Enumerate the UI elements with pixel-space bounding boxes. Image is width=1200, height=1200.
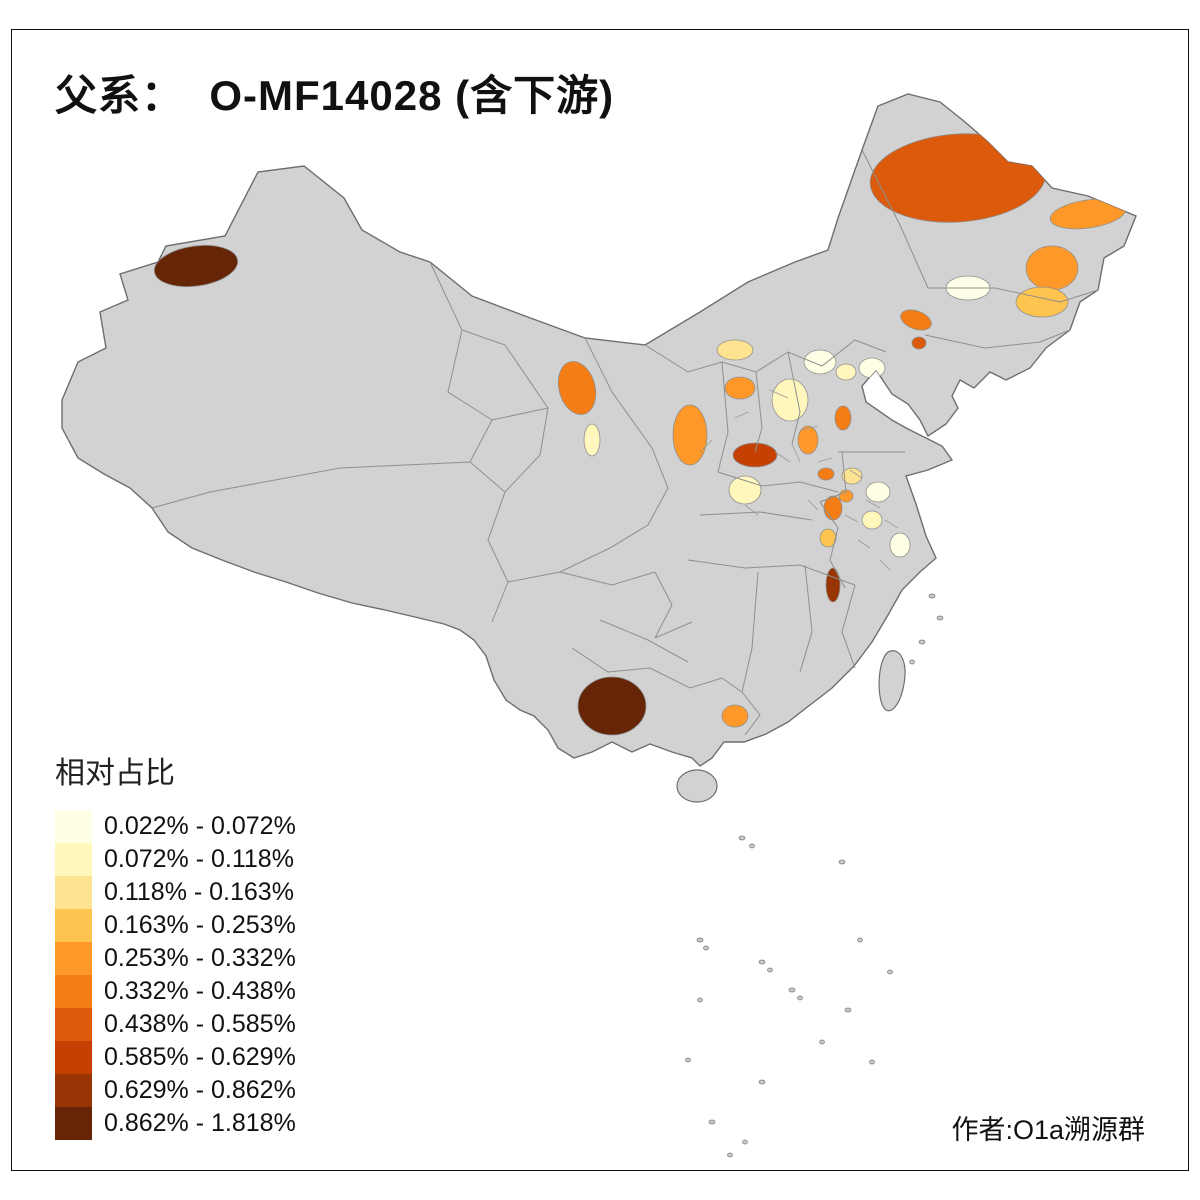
- hainan-island: [676, 769, 718, 803]
- legend-label: 0.163% - 0.253%: [104, 911, 296, 939]
- map-region-jilin-lower: [1015, 286, 1069, 318]
- legend-swatch: [55, 1041, 92, 1074]
- legend: 相对占比 0.022% - 0.072% 0.072% - 0.118% 0.118…: [55, 748, 296, 1140]
- map-region-jiangsu-orange-dot: [817, 467, 835, 481]
- province-borders: [151, 149, 1099, 736]
- map-region-yunnan-dark: [577, 676, 647, 736]
- legend-label: 0.253% - 0.332%: [104, 944, 296, 972]
- legend-row: 0.163% - 0.253%: [55, 909, 296, 942]
- legend-swatch: [55, 975, 92, 1008]
- legend-swatch: [55, 1074, 92, 1107]
- attribution: 作者:O1a溯源群: [951, 1115, 1145, 1145]
- map-region-hebei-orange-small: [834, 405, 852, 431]
- taiwan-island: [878, 650, 906, 712]
- map-region-liaoning-dot: [911, 336, 927, 350]
- legend-swatch: [55, 876, 92, 909]
- legend-label: 0.862% - 1.818%: [104, 1109, 296, 1137]
- legend-row: 0.862% - 1.818%: [55, 1107, 296, 1140]
- map-region-tianjin-pale: [835, 363, 857, 381]
- legend-row: 0.438% - 0.585%: [55, 1008, 296, 1041]
- map-region-jilin-upper: [1025, 245, 1079, 291]
- map-region-gansu-tail: [583, 423, 601, 457]
- legend-swatch: [55, 810, 92, 843]
- map-region-gansu-orange: [557, 361, 597, 415]
- map-region-shandong-pale: [841, 467, 863, 485]
- legend-label: 0.022% - 0.072%: [104, 812, 296, 840]
- legend-swatch: [55, 1008, 92, 1041]
- figure-title: 父系： O-MF14028 (含下游): [55, 72, 615, 119]
- map-region-shandong-cream: [865, 481, 891, 503]
- legend-row: 0.629% - 0.862%: [55, 1074, 296, 1107]
- china-mainland: [61, 93, 1137, 767]
- map-region-shaanxi-darkred: [732, 442, 778, 468]
- map-region-shaanxi-orange: [672, 404, 708, 466]
- south-sea-islets: [685, 593, 944, 1158]
- legend-row: 0.253% - 0.332%: [55, 942, 296, 975]
- map-region-anhui-darkred: [825, 567, 841, 603]
- legend-row: 0.118% - 0.163%: [55, 876, 296, 909]
- legend-swatch: [55, 909, 92, 942]
- legend-row: 0.332% - 0.438%: [55, 975, 296, 1008]
- legend-swatch: [55, 942, 92, 975]
- legend-row: 0.022% - 0.072%: [55, 810, 296, 843]
- legend-swatch: [55, 1107, 92, 1140]
- map-region-shanxi-north-orange: [724, 376, 756, 400]
- map-region-guangxi-orange: [721, 704, 749, 728]
- map-region-neimeng-cream: [716, 339, 754, 361]
- map-region-jiangsu-cream-1: [861, 510, 883, 530]
- legend-label: 0.072% - 0.118%: [104, 845, 294, 873]
- legend-swatch: [55, 843, 92, 876]
- legend-label: 0.438% - 0.585%: [104, 1010, 296, 1038]
- legend-row: 0.072% - 0.118%: [55, 843, 296, 876]
- map-region-nw-xinjiang-dark: [153, 244, 239, 288]
- map-region-shanxi-mid-orange: [797, 425, 819, 455]
- legend-label: 0.629% - 0.862%: [104, 1076, 296, 1104]
- legend-row: 0.585% - 0.629%: [55, 1041, 296, 1074]
- legend-title: 相对占比: [55, 757, 175, 790]
- map-region-beijing-pale: [803, 349, 837, 375]
- map-region-liaoning-orange: [900, 309, 932, 331]
- map-region-jiangsu-cream-2: [889, 532, 911, 558]
- map-region-hebei-cream-big: [771, 378, 809, 422]
- legend-rows: 0.022% - 0.072% 0.072% - 0.118% 0.118% - 0…: [55, 810, 296, 1140]
- legend-label: 0.332% - 0.438%: [104, 977, 296, 1005]
- legend-label: 0.585% - 0.629%: [104, 1043, 296, 1071]
- prefecture-borders: [699, 389, 899, 571]
- legend-label: 0.118% - 0.163%: [104, 878, 294, 906]
